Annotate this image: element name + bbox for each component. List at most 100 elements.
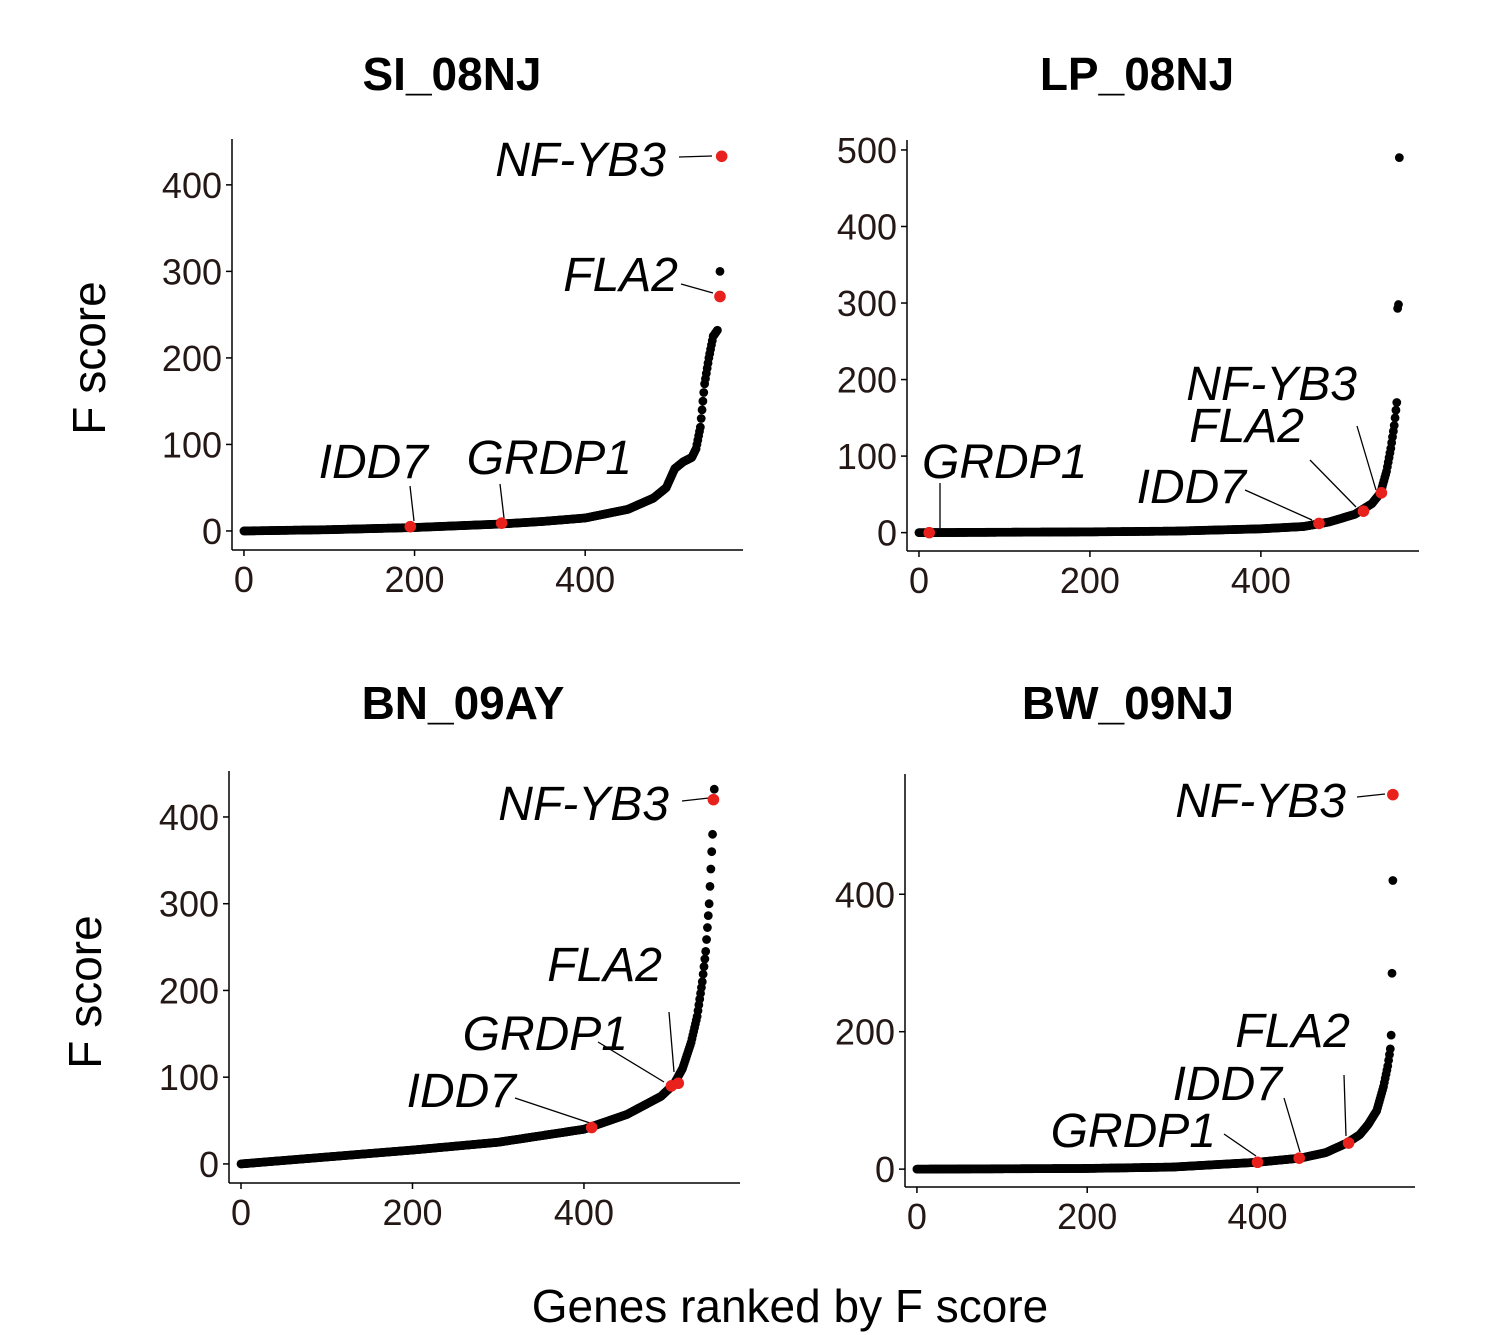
x-ticks: 0 200 400 bbox=[231, 1183, 614, 1233]
y-tick-label: 400 bbox=[835, 874, 895, 915]
x-tick-label: 200 bbox=[382, 1192, 442, 1233]
panel-title: BW_09NJ bbox=[1022, 677, 1234, 729]
data-point bbox=[699, 962, 709, 971]
data-point bbox=[1390, 413, 1400, 423]
leader-line-nf-yb3 bbox=[681, 797, 710, 802]
x-ticks: 0 200 400 bbox=[907, 1187, 1288, 1237]
gene-label-idd7: IDD7 bbox=[1137, 461, 1249, 514]
data-point bbox=[1385, 1044, 1395, 1054]
leader-line-idd7 bbox=[1244, 489, 1313, 521]
panel-title: SI_08NJ bbox=[362, 48, 541, 100]
leader-line-nf-yb3 bbox=[678, 155, 713, 158]
x-tick-label: 400 bbox=[1231, 560, 1291, 601]
data-point bbox=[699, 388, 709, 397]
gene-label-idd7: IDD7 bbox=[1173, 1058, 1285, 1111]
highlight-point-nf-yb3 bbox=[1375, 487, 1388, 499]
data-points bbox=[914, 153, 1404, 538]
leader-line-idd7 bbox=[409, 485, 415, 522]
highlight-point-nf-yb3 bbox=[715, 150, 728, 163]
panel-lp-08nj: LP_08NJ 0 100 200 300 400 500 0 200 400 NF-YB3 … bbox=[837, 48, 1419, 601]
x-ticks: 0 200 400 bbox=[234, 550, 615, 600]
leader-line-fla2 bbox=[668, 1011, 675, 1073]
gene-label-nf-yb3: NF-YB3 bbox=[1175, 775, 1346, 828]
data-point bbox=[1394, 300, 1403, 309]
x-tick-label: 0 bbox=[231, 1192, 251, 1233]
highlight-point-grdp1 bbox=[923, 526, 936, 539]
y-tick-label: 300 bbox=[159, 884, 219, 925]
y-axis-label-bottom: F score bbox=[59, 915, 111, 1068]
data-point bbox=[1391, 405, 1401, 415]
data-point bbox=[698, 396, 708, 406]
x-tick-label: 0 bbox=[909, 560, 929, 601]
highlighted-genes: NF-YB3 FLA2 IDD7 GRDP1 bbox=[1051, 775, 1399, 1169]
highlighted-genes: NF-YB3 FLA2 GRDP1 IDD7 bbox=[407, 778, 720, 1134]
highlight-point-fla2 bbox=[1357, 505, 1370, 517]
data-point bbox=[703, 923, 712, 932]
y-tick-label: 300 bbox=[162, 251, 222, 292]
data-point bbox=[695, 422, 705, 432]
leader-line-idd7 bbox=[514, 1097, 591, 1124]
data-point bbox=[709, 784, 719, 794]
y-tick-label: 200 bbox=[837, 360, 897, 401]
gene-label-grdp1: GRDP1 bbox=[922, 436, 1087, 489]
leader-line-idd7 bbox=[1283, 1097, 1301, 1153]
highlighted-genes: NF-YB3 FLA2 IDD7 GRDP1 bbox=[922, 358, 1388, 539]
highlight-point-fla2 bbox=[1342, 1137, 1355, 1149]
y-tick-label: 300 bbox=[837, 283, 897, 324]
y-tick-label: 100 bbox=[837, 436, 897, 477]
x-tick-label: 400 bbox=[1227, 1196, 1287, 1237]
data-point bbox=[1388, 876, 1398, 885]
gene-label-fla2: FLA2 bbox=[1189, 400, 1304, 453]
y-ticks: 0 200 400 bbox=[835, 874, 905, 1190]
x-tick-label: 200 bbox=[1057, 1196, 1117, 1237]
data-point bbox=[701, 947, 711, 956]
data-point bbox=[1389, 421, 1399, 430]
y-tick-label: 200 bbox=[835, 1012, 895, 1053]
gene-label-fla2: FLA2 bbox=[563, 249, 678, 302]
data-point bbox=[713, 325, 722, 335]
data-points bbox=[239, 266, 725, 536]
data-point bbox=[702, 935, 711, 944]
leader-line-grdp1 bbox=[597, 1041, 665, 1083]
data-point bbox=[1387, 968, 1397, 978]
y-tick-label: 200 bbox=[162, 338, 222, 379]
highlight-point-nf-yb3 bbox=[707, 793, 720, 806]
leader-line-grdp1 bbox=[1223, 1133, 1257, 1157]
gene-label-fla2: FLA2 bbox=[1235, 1005, 1350, 1058]
panel-si-08nj: SI_08NJ 0 100 200 300 400 0 200 400 NF-YB3 FLA… bbox=[162, 48, 743, 600]
data-point bbox=[1392, 398, 1402, 407]
x-tick-label: 0 bbox=[234, 559, 254, 600]
gene-label-idd7: IDD7 bbox=[407, 1065, 519, 1118]
data-point bbox=[697, 977, 707, 987]
y-tick-label: 0 bbox=[202, 511, 222, 552]
gene-label-fla2: FLA2 bbox=[547, 939, 662, 992]
leader-line-fla2 bbox=[1309, 459, 1357, 508]
y-tick-label: 400 bbox=[837, 206, 897, 247]
y-tick-label: 100 bbox=[159, 1057, 219, 1098]
data-point bbox=[705, 881, 715, 891]
y-tick-label: 0 bbox=[877, 513, 897, 554]
gene-label-nf-yb3: NF-YB3 bbox=[1186, 358, 1357, 411]
y-axis-label-top: F score bbox=[63, 281, 115, 434]
panel-title: LP_08NJ bbox=[1040, 48, 1234, 100]
y-ticks: 0 100 200 300 400 500 bbox=[837, 130, 907, 554]
data-point bbox=[704, 899, 714, 909]
panel-bn-09ay: BN_09AY 0 100 200 300 400 0 200 400 NF-YB3 FLA… bbox=[159, 677, 740, 1233]
y-tick-label: 0 bbox=[875, 1149, 895, 1190]
highlight-point-grdp1 bbox=[495, 517, 508, 529]
data-point bbox=[703, 911, 713, 921]
y-tick-label: 100 bbox=[162, 424, 222, 465]
data-point bbox=[698, 969, 708, 979]
x-ticks: 0 200 400 bbox=[909, 551, 1291, 601]
panel-bw-09nj: BW_09NJ 0 200 400 0 200 400 NF-YB3 FLA2 IDD7… bbox=[835, 677, 1415, 1237]
x-tick-label: 200 bbox=[385, 559, 445, 600]
data-point bbox=[1386, 1030, 1396, 1040]
data-point bbox=[708, 829, 717, 839]
gene-label-idd7: IDD7 bbox=[319, 436, 431, 489]
leader-line-nf-yb3 bbox=[1356, 425, 1377, 491]
y-ticks: 0 100 200 300 400 bbox=[159, 797, 229, 1185]
gene-label-nf-yb3: NF-YB3 bbox=[495, 134, 666, 187]
panel-title: BN_09AY bbox=[362, 677, 565, 729]
highlight-point-idd7 bbox=[585, 1121, 598, 1134]
data-point bbox=[696, 414, 706, 423]
